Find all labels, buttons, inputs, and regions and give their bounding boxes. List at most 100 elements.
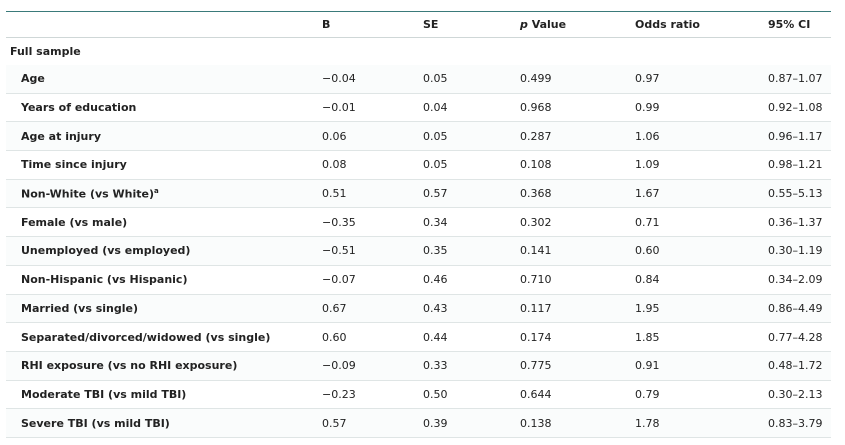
cell-b: −0.01 (322, 93, 423, 123)
table-row: Time since injury 0.08 0.05 0.108 1.09 0.98–1… (6, 150, 831, 180)
cell-b: −0.23 (322, 380, 423, 410)
table-row: Age at injury 0.06 0.05 0.287 1.06 0.96–1.17 (6, 121, 831, 152)
cell-se: 0.05 (423, 65, 520, 94)
row-label-text: RHI exposure (vs no RHI exposure) (21, 359, 238, 373)
cell-ci: 0.55–5.13 (768, 179, 831, 209)
table-row: Age −0.04 0.05 0.499 0.97 0.87–1.07 (6, 65, 831, 94)
cell-ci-text: 0.48–1.72 (768, 359, 823, 373)
cell-p-value: 0.287 (520, 121, 635, 152)
header-se: SE (423, 12, 520, 38)
cell-odds-ratio-text: 0.91 (635, 359, 660, 373)
cell-b-text: 0.08 (322, 158, 347, 172)
cell-se: 0.33 (423, 351, 520, 381)
cell-b-text: −0.09 (322, 359, 356, 373)
cell-se: 0.43 (423, 294, 520, 324)
cell-p-value: 0.108 (520, 150, 635, 180)
cell-odds-ratio: 0.84 (635, 265, 768, 295)
row-label: Non-White (vs White)a (6, 179, 322, 209)
cell-odds-ratio-text: 1.09 (635, 158, 660, 172)
cell-p-value-text: 0.141 (520, 244, 552, 258)
header-p-italic: p (520, 18, 528, 31)
cell-b-text: −0.01 (322, 101, 356, 115)
row-label-text: Age (21, 72, 45, 86)
cell-se: 0.05 (423, 150, 520, 180)
row-label: Age (6, 65, 322, 94)
row-label: Unemployed (vs employed) (6, 236, 322, 266)
cell-se: 0.46 (423, 265, 520, 295)
cell-odds-ratio-text: 0.97 (635, 72, 660, 86)
cell-odds-ratio-text: 0.79 (635, 387, 660, 401)
cell-b: −0.09 (322, 351, 423, 381)
row-label: Separated/divorced/widowed (vs single) (6, 322, 322, 352)
header-ci: 95% CI (768, 12, 831, 38)
cell-se: 0.05 (423, 121, 520, 152)
row-label-text: Non-Hispanic (vs Hispanic) (21, 273, 188, 287)
row-label-text: Severe TBI (vs mild TBI) (21, 416, 170, 430)
cell-b: 0.57 (322, 408, 423, 438)
row-label: Female (vs male) (6, 207, 322, 238)
cell-p-value: 0.499 (520, 65, 635, 94)
cell-ci-text: 0.92–1.08 (768, 101, 823, 115)
header-odds-ratio: Odds ratio (635, 12, 768, 38)
cell-ci: 0.87–1.07 (768, 65, 831, 94)
cell-ci: 0.83–3.79 (768, 408, 831, 438)
cell-p-value-text: 0.968 (520, 101, 552, 115)
cell-se-text: 0.35 (423, 244, 448, 258)
cell-odds-ratio-text: 0.71 (635, 215, 660, 229)
row-label: Time since injury (6, 150, 322, 180)
cell-ci: 0.48–1.72 (768, 351, 831, 381)
cell-ci: 0.92–1.08 (768, 93, 831, 123)
cell-se: 0.35 (423, 236, 520, 266)
cell-b-text: 0.51 (322, 187, 347, 201)
row-label: Married (vs single) (6, 294, 322, 324)
cell-ci: 0.96–1.17 (768, 121, 831, 152)
cell-se-text: 0.44 (423, 330, 448, 344)
row-label-text: Female (vs male) (21, 215, 128, 229)
row-label-text: Married (vs single) (21, 301, 139, 315)
cell-b: 0.08 (322, 150, 423, 180)
cell-se-text: 0.34 (423, 215, 448, 229)
cell-se-text: 0.05 (423, 72, 448, 86)
cell-p-value-text: 0.710 (520, 273, 552, 287)
cell-p-value: 0.775 (520, 351, 635, 381)
cell-b: −0.04 (322, 65, 423, 94)
section-row: Full sample (6, 38, 831, 66)
cell-b: 0.67 (322, 294, 423, 324)
cell-ci-text: 0.96–1.17 (768, 129, 823, 143)
cell-b: −0.07 (322, 265, 423, 295)
cell-odds-ratio: 0.60 (635, 236, 768, 266)
cell-se-text: 0.57 (423, 187, 448, 201)
cell-ci: 0.77–4.28 (768, 322, 831, 352)
cell-p-value: 0.644 (520, 380, 635, 410)
cell-b: −0.51 (322, 236, 423, 266)
cell-b-text: −0.07 (322, 273, 356, 287)
cell-b: −0.35 (322, 207, 423, 238)
cell-odds-ratio: 0.99 (635, 93, 768, 123)
cell-p-value: 0.117 (520, 294, 635, 324)
cell-p-value-text: 0.302 (520, 215, 552, 229)
cell-odds-ratio: 1.95 (635, 294, 768, 324)
cell-b-text: 0.06 (322, 129, 347, 143)
header-empty (6, 12, 322, 38)
cell-se: 0.34 (423, 207, 520, 238)
cell-odds-ratio-text: 1.95 (635, 301, 660, 315)
table-row: Married (vs single) 0.67 0.43 0.117 1.95 0.86… (6, 294, 831, 324)
cell-b: 0.51 (322, 179, 423, 209)
cell-p-value-text: 0.775 (520, 359, 552, 373)
row-label: Severe TBI (vs mild TBI) (6, 408, 322, 438)
cell-ci-text: 0.30–2.13 (768, 387, 823, 401)
cell-odds-ratio-text: 1.78 (635, 416, 660, 430)
table-row: Non-Hispanic (vs Hispanic) −0.07 0.46 0.710… (6, 265, 831, 295)
cell-odds-ratio: 1.67 (635, 179, 768, 209)
cell-ci-text: 0.77–4.28 (768, 330, 823, 344)
table-row: RHI exposure (vs no RHI exposure) −0.09 0.… (6, 351, 831, 381)
cell-odds-ratio: 0.79 (635, 380, 768, 410)
cell-b: 0.06 (322, 121, 423, 152)
cell-b-text: −0.23 (322, 387, 356, 401)
header-b: B (322, 12, 423, 38)
cell-odds-ratio-text: 1.85 (635, 330, 660, 344)
cell-odds-ratio-text: 1.67 (635, 187, 660, 201)
cell-odds-ratio-text: 0.60 (635, 244, 660, 258)
table-row: Years of education −0.01 0.04 0.968 0.99 0.92… (6, 93, 831, 123)
cell-b: 0.60 (322, 322, 423, 352)
